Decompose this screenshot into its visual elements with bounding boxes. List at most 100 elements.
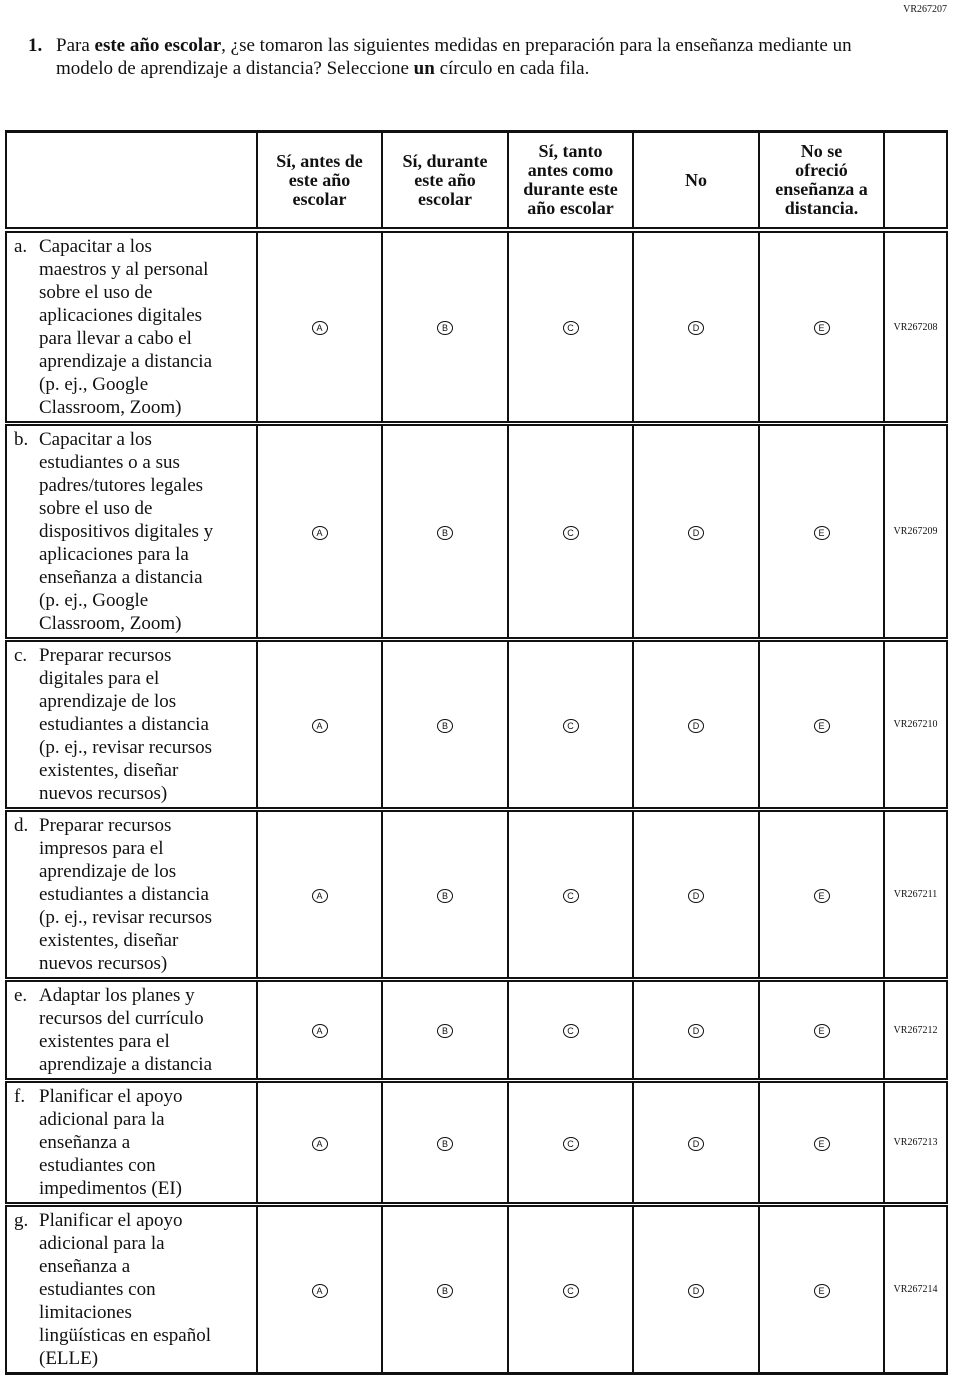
bubble-cell: A [256,423,383,642]
page-code: VR267207 [903,4,947,15]
bubble-cell: B [381,423,509,642]
response-bubble-d[interactable]: D [688,321,704,335]
bubble-cell: D [632,423,760,642]
response-bubble-c[interactable]: C [562,321,579,335]
item-cell: g. Planificar el apoyo adicional para la … [5,1204,258,1375]
column-header-label: No se ofreció enseñanza a distancia. [775,141,868,218]
column-header-label: Sí, durante este año escolar [402,150,488,209]
response-bubble-a[interactable]: A [311,718,328,733]
response-bubble-b[interactable]: B [437,1283,453,1298]
bubble-cell: A [256,979,383,1083]
item-cell: e. Adaptar los planes y recursos del curr… [5,979,258,1083]
item-text: Preparar recursos impresos para el apren… [39,815,213,974]
table-row: f. Planificar el apoyo adicional para la … [5,1080,948,1207]
item-text: Planificar el apoyo adicional para la en… [39,1086,183,1199]
item-letter: g. [14,1210,29,1231]
item-letter: a. [14,236,28,257]
item-letter: e. [14,985,28,1006]
bubble-cell: D [632,1204,760,1375]
response-bubble-b[interactable]: B [437,525,453,540]
column-header-label: No [685,169,707,190]
bubble-cell: E [758,423,885,642]
bubble-cell: B [381,979,509,1083]
bubble-cell: B [381,639,509,812]
column-header: No [632,130,760,233]
response-bubble-b[interactable]: B [437,718,453,733]
bubble-cell: C [507,423,634,642]
bubble-cell: B [381,230,509,426]
response-bubble-a[interactable]: A [311,525,328,540]
bubble-cell: D [632,639,760,812]
response-bubble-e[interactable]: E [813,1283,830,1298]
bubble-cell: D [632,809,760,982]
item-text: Preparar recursos digitales para el apre… [39,645,213,804]
bubble-cell: C [507,230,634,426]
response-bubble-b[interactable]: B [437,1136,453,1151]
column-header: Sí, tanto antes como durante este año es… [507,130,634,233]
response-bubble-d[interactable]: D [688,1024,704,1038]
item-cell: b. Capacitar a los estudiantes o a sus pa… [5,423,258,642]
item-cell: f. Planificar el apoyo adicional para la … [5,1080,258,1207]
response-bubble-a[interactable]: A [311,321,328,335]
response-bubble-d[interactable]: D [688,1283,704,1298]
response-bubble-e[interactable]: E [813,525,830,540]
response-bubble-a[interactable]: A [311,1283,328,1298]
item-letter: b. [14,429,29,450]
bubble-cell: D [632,1080,760,1207]
bubble-cell: E [758,1204,885,1375]
item-code: VR267209 [883,423,948,642]
response-bubble-b[interactable]: B [437,321,453,335]
item-cell: d. Preparar recursos impresos para el apr… [5,809,258,982]
item-letter: d. [14,815,29,836]
item-code: VR267212 [883,979,948,1083]
response-bubble-d[interactable]: D [688,718,704,733]
item-code: VR267214 [883,1204,948,1375]
response-bubble-b[interactable]: B [437,888,453,903]
response-bubble-d[interactable]: D [688,888,704,903]
response-bubble-a[interactable]: A [311,1136,328,1151]
response-bubble-a[interactable]: A [311,1024,328,1038]
response-bubble-c[interactable]: C [562,1024,579,1038]
text-part: círculo en cada fila. [434,58,590,79]
response-bubble-d[interactable]: D [688,525,704,540]
bubble-cell: C [507,809,634,982]
table-row: b. Capacitar a los estudiantes o a sus pa… [5,423,948,642]
response-bubble-e[interactable]: E [813,718,830,733]
bubble-cell: E [758,639,885,812]
column-header-label: Sí, tanto antes como durante este año es… [523,141,618,218]
bubble-cell: D [632,979,760,1083]
column-header: Sí, antes de este año escolar [256,130,383,233]
response-bubble-d[interactable]: D [688,1136,704,1151]
response-bubble-c[interactable]: C [562,888,579,903]
bubble-cell: E [758,809,885,982]
column-header: Sí, durante este año escolar [381,130,509,233]
header-blank [5,130,258,233]
text-emphasis: un [413,58,435,79]
response-bubble-c[interactable]: C [562,718,579,733]
response-bubble-a[interactable]: A [311,888,328,903]
response-bubble-e[interactable]: E [813,321,830,335]
response-bubble-e[interactable]: E [813,1024,830,1038]
response-bubble-c[interactable]: C [562,525,579,540]
response-bubble-b[interactable]: B [437,1024,453,1038]
table-row: e. Adaptar los planes y recursos del curr… [5,979,948,1083]
table-row: a. Capacitar a los maestros y al personal… [5,230,948,426]
table-row: g. Planificar el apoyo adicional para la … [5,1204,948,1375]
bubble-cell: B [381,1204,509,1375]
item-text: Adaptar los planes y recursos del curríc… [39,985,213,1075]
bubble-cell: E [758,979,885,1083]
bubble-cell: A [256,230,383,426]
response-bubble-c[interactable]: C [562,1136,579,1151]
response-bubble-e[interactable]: E [813,1136,830,1151]
item-text: Capacitar a los estudiantes o a sus padr… [39,429,214,634]
item-code: VR267210 [883,639,948,812]
column-header: No se ofreció enseñanza a distancia. [758,130,885,233]
response-bubble-e[interactable]: E [813,888,830,903]
item-code: VR267213 [883,1080,948,1207]
table-row: d. Preparar recursos impresos para el apr… [5,809,948,982]
item-code: VR267208 [883,230,948,426]
item-text: Planificar el apoyo adicional para la en… [39,1210,212,1369]
column-header-label: Sí, antes de este año escolar [276,150,363,209]
item-letter: c. [14,645,28,666]
response-bubble-c[interactable]: C [562,1283,579,1298]
